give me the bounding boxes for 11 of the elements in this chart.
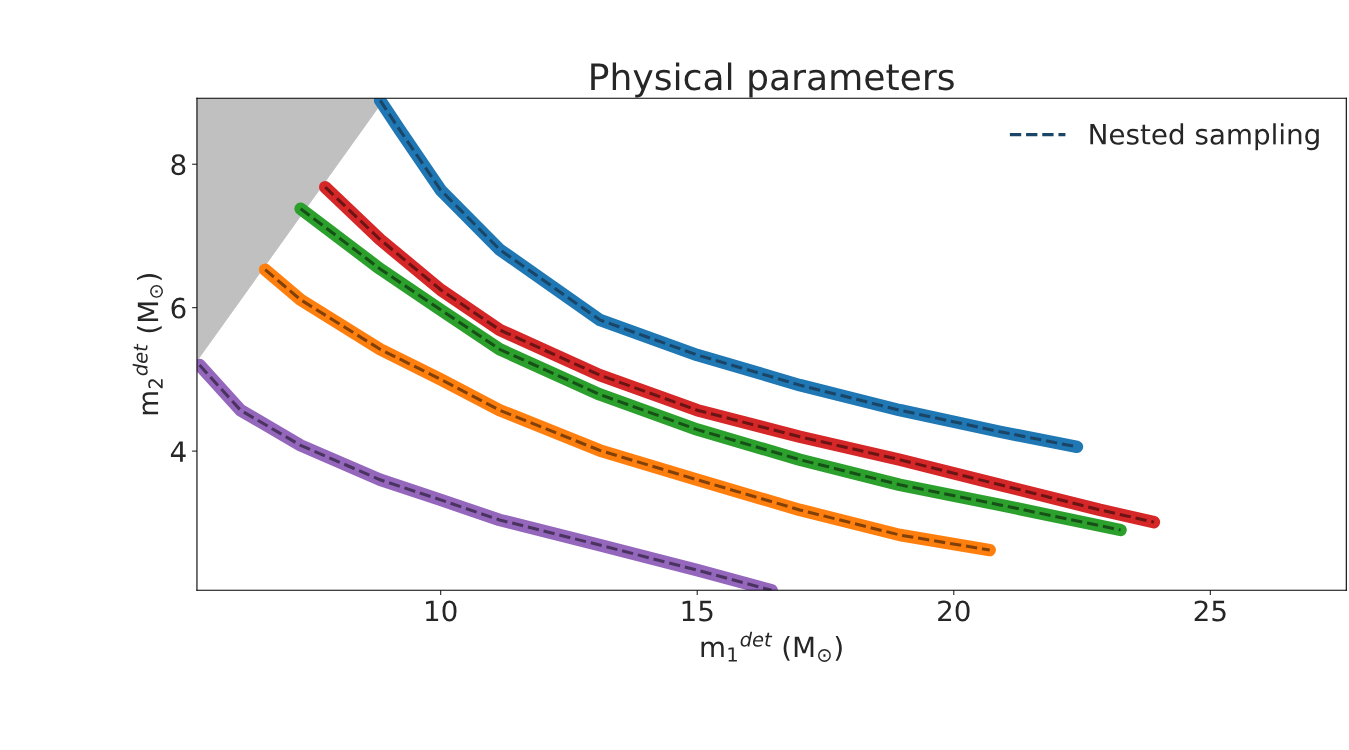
x-tick-label: 10 [426, 600, 457, 622]
legend-label: Nested sampling [1090, 123, 1319, 151]
x-tick-label: 20 [938, 600, 970, 622]
chart-title: Physical parameters [591, 62, 954, 98]
y-tick-label: 6 [171, 297, 186, 319]
x-tick-label: 15 [682, 600, 713, 622]
y-tick-label: 4 [170, 441, 186, 462]
x-tick-label: 25 [1194, 600, 1226, 622]
x-axis-title: m$_{1}$$^{det}$ (M$_{⊙}$) [701, 631, 842, 662]
y-axis-title: m$_{2}$$^{det}$ (M$_{⊙}$) [132, 274, 163, 415]
y-tick-label: 8 [171, 154, 186, 176]
